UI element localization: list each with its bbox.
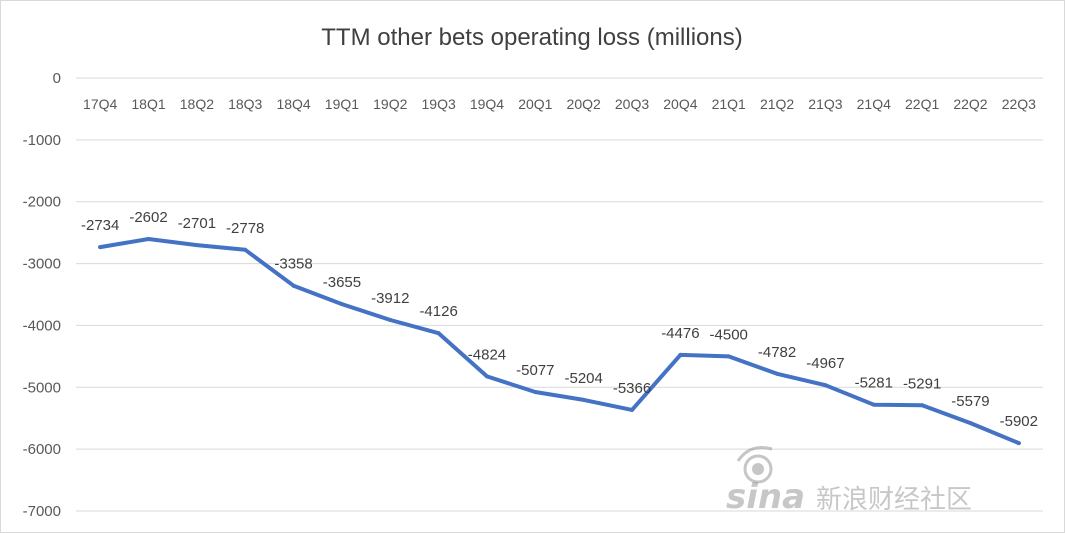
x-tick-label: 19Q2 [373,96,407,112]
data-point [291,283,296,288]
data-point [968,421,973,426]
x-axis-ticks: 17Q4 18Q1 18Q2 18Q3 18Q4 19Q1 19Q2 19Q3 19Q4 20Q1… [83,96,1036,112]
x-tick-label: 20Q3 [615,96,649,112]
data-label: -3912 [371,290,409,307]
data-point [194,243,199,248]
x-tick-label: 18Q4 [276,96,310,112]
data-point [726,354,731,359]
data-label: -4782 [758,344,796,361]
y-tick-label: 0 [53,70,61,87]
y-tick-label: -2000 [23,194,61,211]
x-tick-label: 21Q4 [857,96,891,112]
data-label: -2778 [226,220,264,237]
data-label: -5902 [1000,413,1038,430]
data-point [98,245,103,250]
data-label: -4126 [419,303,457,320]
data-point [243,247,248,252]
data-point [533,390,538,395]
data-label: -5579 [951,393,989,410]
data-label: -5291 [903,375,941,392]
x-tick-label: 19Q4 [470,96,504,112]
x-tick-label: 21Q1 [712,96,746,112]
data-point [871,402,876,407]
y-tick-label: -1000 [23,132,61,149]
data-label: -5204 [564,370,602,387]
data-label: -5281 [855,375,893,392]
x-tick-label: 19Q1 [325,96,359,112]
y-axis-ticks: 0 -1000 -2000 -3000 -4000 -5000 -6000 -7000 [23,70,61,520]
data-label: -4500 [710,326,748,343]
gridlines [76,77,1043,512]
data-label: -2734 [81,217,119,234]
x-tick-label: 21Q3 [808,96,842,112]
x-tick-label: 22Q1 [905,96,939,112]
data-label: -4476 [661,325,699,342]
x-tick-label: 17Q4 [83,96,117,112]
data-point [581,397,586,402]
y-tick-label: -6000 [23,441,61,458]
data-label: -5366 [613,380,651,397]
data-point [630,407,635,412]
x-tick-label: 18Q3 [228,96,262,112]
watermark: sina 新浪财经社区 [726,446,972,517]
x-tick-label: 20Q4 [663,96,697,112]
data-point [920,403,925,408]
data-label: -3358 [274,256,312,273]
y-tick-label: -5000 [23,379,61,396]
watermark-text: 新浪财经社区 [816,485,972,515]
y-tick-label: -3000 [23,256,61,273]
data-point [484,374,489,379]
data-label: -4824 [468,346,506,363]
series-line [98,237,1021,446]
data-label: -5077 [516,362,554,379]
data-label: -2701 [178,215,216,232]
data-point [339,302,344,307]
data-point [775,371,780,376]
data-point [823,383,828,388]
x-tick-label: 22Q3 [1002,96,1036,112]
x-tick-label: 22Q2 [953,96,987,112]
data-label: -2602 [129,209,167,226]
watermark-logo-text: sina [726,477,805,517]
data-point [1016,441,1021,446]
sina-eye-logo-icon [736,446,773,484]
x-tick-label: 20Q1 [518,96,552,112]
chart-title: TTM other bets operating loss (millions) [321,24,742,51]
data-point [388,317,393,322]
x-tick-label: 19Q3 [422,96,456,112]
y-tick-label: -7000 [23,503,61,520]
series-layer [98,236,1021,446]
data-point [678,352,683,357]
data-point [436,331,441,336]
data-labels: -2734 -2602 -2701 -2778 -3358 -3655 -3912 -4126… [81,209,1038,430]
x-tick-label: 21Q2 [760,96,794,112]
data-label: -3655 [323,274,361,291]
x-tick-label: 20Q2 [567,96,601,112]
x-tick-label: 18Q2 [180,96,214,112]
x-tick-label: 18Q1 [131,96,165,112]
data-label: -4967 [806,355,844,372]
data-point [146,236,151,241]
y-tick-label: -4000 [23,317,61,334]
